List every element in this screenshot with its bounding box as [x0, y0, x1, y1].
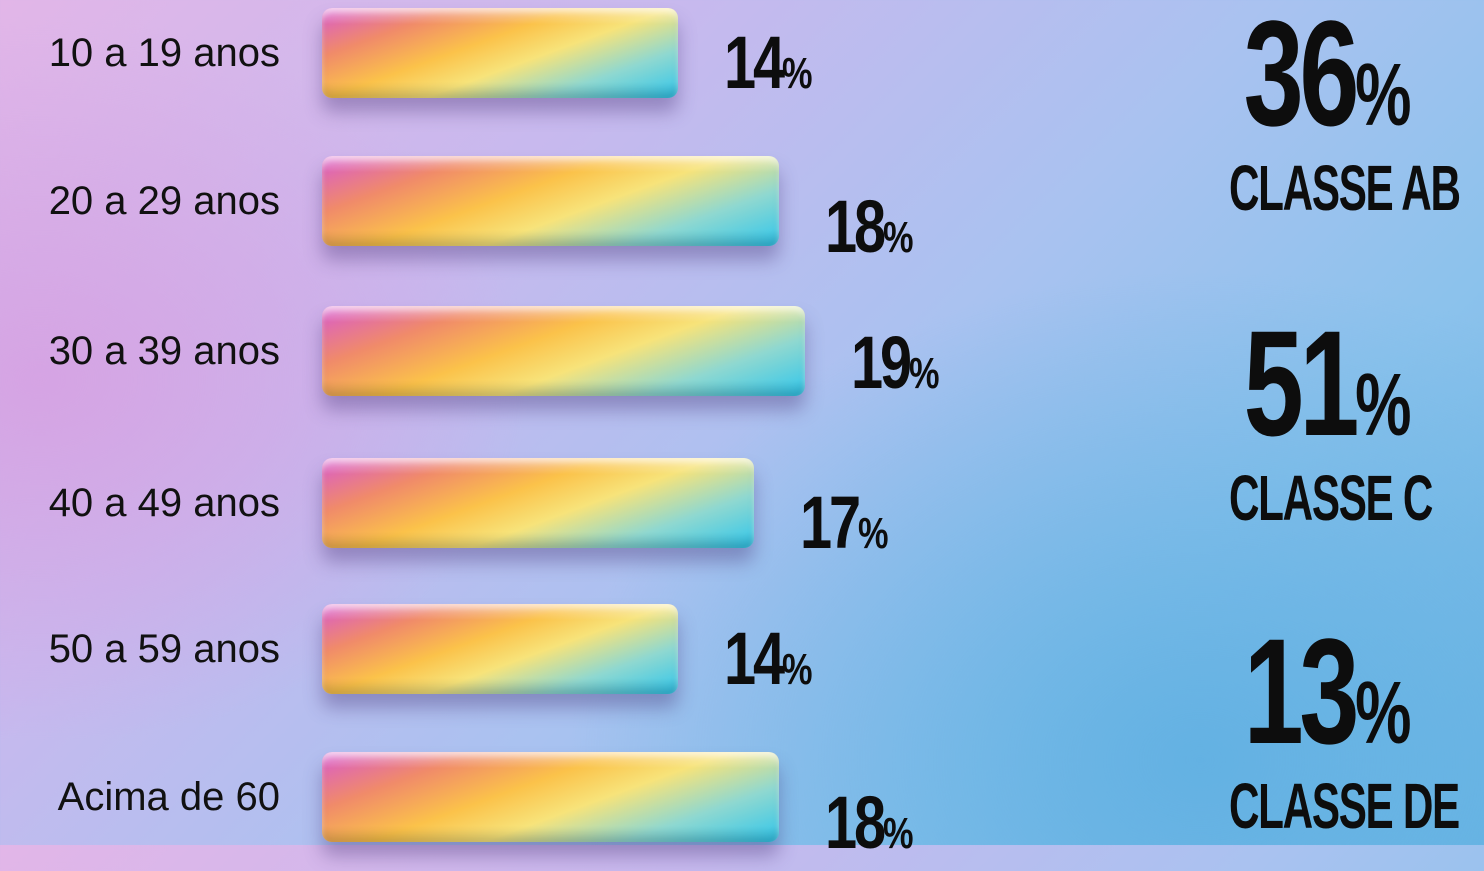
class-block-c: 51% CLASSE C: [1178, 299, 1478, 534]
age-bar-value-label: 18%: [825, 781, 914, 864]
age-category-label: 40 a 49 anos: [48, 481, 280, 525]
age-bar: [322, 8, 678, 98]
age-bar-value-label: 14%: [724, 617, 813, 700]
age-bar: [322, 458, 754, 548]
class-ab-label: CLASSE AB: [1229, 152, 1461, 224]
age-bar-value-label: 17%: [800, 481, 889, 564]
age-bar: [322, 752, 779, 842]
class-de-label: CLASSE DE: [1229, 770, 1460, 842]
age-category-label: Acima de 60: [57, 775, 280, 819]
class-de-percent: 13%: [1244, 607, 1412, 775]
class-c-percent: 51%: [1244, 299, 1412, 467]
class-block-de: 13% CLASSE DE: [1178, 607, 1478, 842]
age-bar: [322, 604, 678, 694]
age-category-label: 20 a 29 anos: [48, 179, 280, 223]
age-category-label: 30 a 39 anos: [48, 329, 280, 373]
age-category-label: 10 a 19 anos: [48, 31, 280, 75]
age-bar-value-label: 14%: [724, 21, 813, 104]
age-bar-value-label: 19%: [851, 321, 940, 404]
age-category-label: 50 a 59 anos: [48, 627, 280, 671]
age-bar: [322, 306, 805, 396]
class-block-ab: 36% CLASSE AB: [1178, 0, 1478, 224]
class-c-label: CLASSE C: [1229, 462, 1433, 534]
class-ab-percent: 36%: [1244, 0, 1412, 157]
age-bar-value-label: 18%: [825, 185, 914, 268]
age-bar: [322, 156, 779, 246]
